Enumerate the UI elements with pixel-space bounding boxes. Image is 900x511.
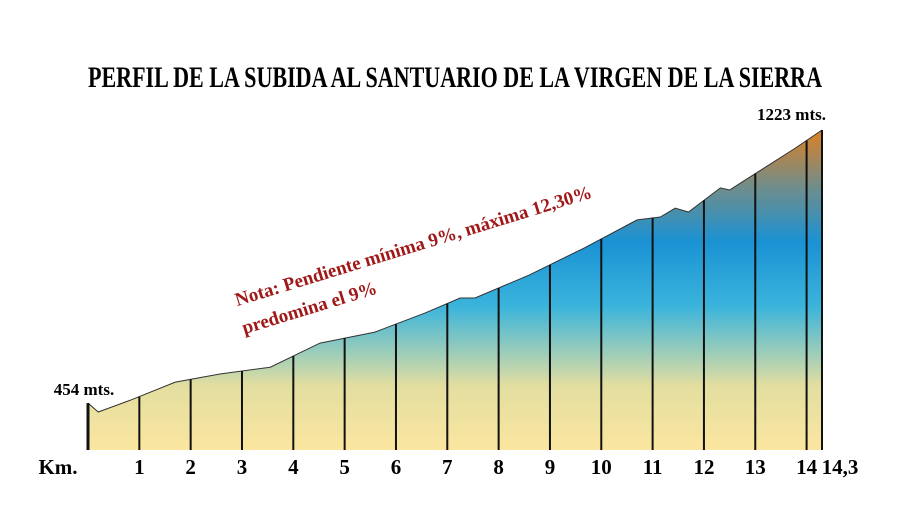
value-label: 454 mts. [54,380,114,399]
x-tick-label: 12 [693,455,714,479]
chart-title: PERFIL DE LA SUBIDA AL SANTUARIO DE LA V… [88,61,822,94]
area [88,130,822,450]
x-tick-label: 1 [134,455,145,479]
x-tick-label: 14,3 [822,455,859,479]
x-tick-label: 2 [185,455,196,479]
x-tick-label: 10 [591,455,612,479]
x-tick-label: 7 [442,455,453,479]
x-tick-label: 11 [643,455,663,479]
x-tick-label: 8 [493,455,504,479]
x-tick-label: 4 [288,455,299,479]
x-tick-label: 3 [237,455,248,479]
x-tick-label: 9 [545,455,556,479]
x-tick-label: 14 [796,455,818,479]
x-tick-label: 6 [391,455,402,479]
x-tick-label: 5 [339,455,350,479]
x-tick-label: 13 [745,455,766,479]
value-label: 1223 mts. [757,105,826,124]
x-axis-label: Km. [38,455,77,479]
profile-line [87,129,823,413]
